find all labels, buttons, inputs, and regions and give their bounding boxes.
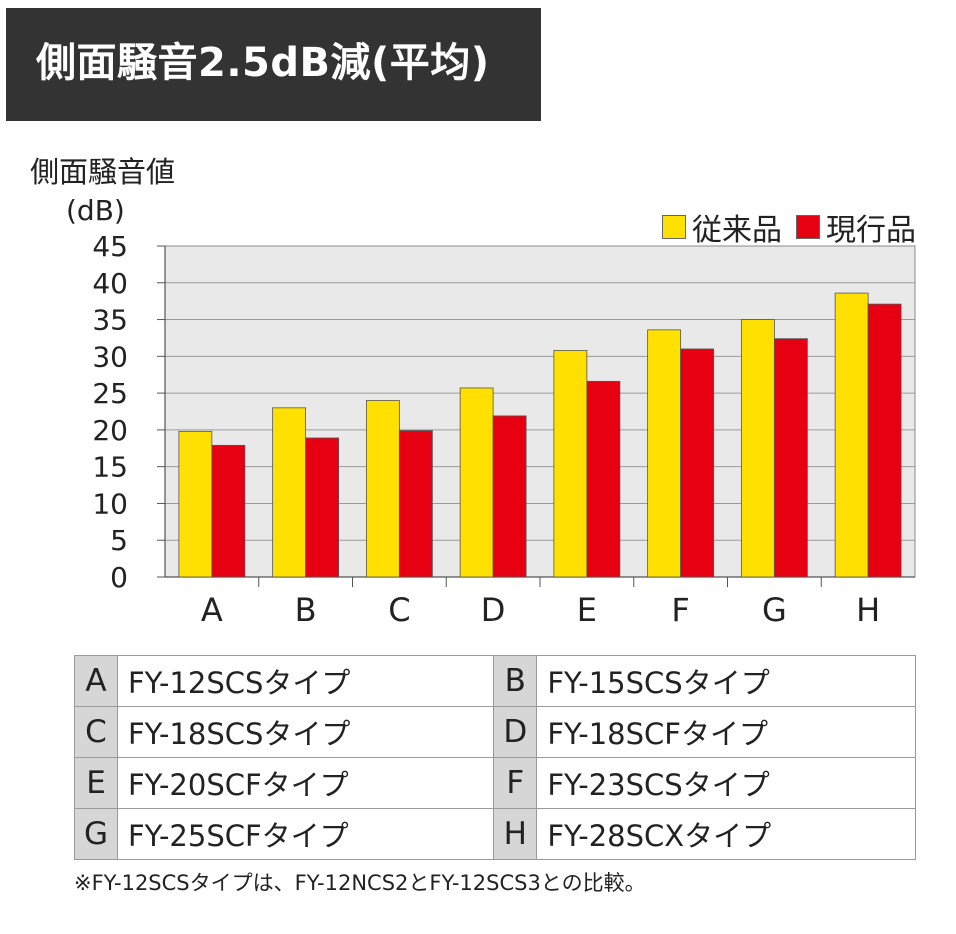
y-axis-label: 側面騒音値 — [30, 155, 176, 189]
model-code: G — [74, 808, 118, 860]
model-code: F — [493, 757, 538, 809]
x-tick-label: H — [856, 591, 880, 629]
bar-conventional-A — [178, 430, 213, 578]
bar-conventional-F — [647, 329, 682, 578]
model-name: FY-15SCSタイプ — [536, 655, 916, 707]
x-tick-label: F — [671, 591, 689, 629]
bar-current-E — [586, 380, 621, 578]
model-name: FY-20SCFタイプ — [116, 757, 495, 809]
footnote: ※FY-12SCSタイプは、FY-12NCS2とFY-12SCS3との比較。 — [74, 871, 646, 895]
x-tick-label: A — [201, 591, 223, 629]
model-name: FY-12SCSタイプ — [116, 655, 495, 707]
bar-current-B — [305, 437, 340, 578]
bar-current-D — [492, 415, 527, 578]
model-name: FY-28SCXタイプ — [536, 808, 916, 860]
x-tick-label: B — [295, 591, 317, 629]
table-row: C FY-18SCSタイプ D FY-18SCFタイプ — [74, 706, 916, 758]
model-code: D — [493, 706, 538, 758]
chart-title: 側面騒音2.5dB減(平均) — [36, 40, 490, 86]
y-tick-label: 20 — [92, 414, 128, 447]
x-tick-label: D — [481, 591, 506, 629]
table-row: E FY-20SCFタイプ F FY-23SCSタイプ — [74, 757, 916, 809]
model-table: A FY-12SCSタイプ B FY-15SCSタイプ C FY-18SCSタイプ D FY-… — [74, 655, 916, 860]
x-tick-label: G — [762, 591, 787, 629]
bar-conventional-G — [740, 319, 775, 578]
x-tick-label: C — [388, 591, 410, 629]
bar-current-F — [680, 348, 715, 578]
legend-swatch-current — [796, 215, 820, 239]
bar-conventional-C — [365, 400, 400, 578]
table-row: A FY-12SCSタイプ B FY-15SCSタイプ — [74, 655, 916, 707]
bar-conventional-B — [272, 407, 307, 578]
y-tick-label: 40 — [92, 267, 128, 300]
model-code: B — [493, 655, 538, 707]
legend-item-current: 現行品 — [796, 205, 916, 249]
model-code: C — [74, 706, 118, 758]
bar-current-H — [867, 303, 902, 578]
bar-current-A — [211, 444, 246, 578]
y-tick-label: 25 — [92, 377, 128, 410]
y-tick-label: 35 — [92, 304, 128, 337]
y-tick-label: 10 — [92, 487, 128, 520]
model-name: FY-18SCSタイプ — [116, 706, 495, 758]
model-code: H — [493, 808, 538, 860]
x-tick-label: E — [577, 591, 597, 629]
model-name: FY-25SCFタイプ — [116, 808, 495, 860]
y-tick-label: 5 — [110, 524, 128, 557]
y-tick-label: 30 — [92, 340, 128, 373]
bar-conventional-D — [459, 387, 494, 578]
y-tick-label: 0 — [110, 561, 128, 594]
model-code: A — [74, 655, 118, 707]
title-banner: 側面騒音2.5dB減(平均) — [6, 8, 541, 121]
y-tick-label: 45 — [92, 230, 128, 263]
y-tick-label: 15 — [92, 451, 128, 484]
legend-item-conventional: 従来品 — [662, 205, 782, 249]
legend-label-current: 現行品 — [826, 213, 916, 248]
legend: 従来品 現行品 — [648, 205, 916, 249]
legend-label-conventional: 従来品 — [692, 213, 782, 248]
bar-conventional-H — [834, 292, 869, 578]
bar-current-G — [773, 338, 808, 578]
table-row: G FY-25SCFタイプ H FY-28SCXタイプ — [74, 808, 916, 860]
y-axis-unit: (dB) — [66, 194, 125, 227]
bar-conventional-E — [553, 350, 588, 578]
legend-swatch-conventional — [662, 215, 686, 239]
model-code: E — [74, 757, 118, 809]
model-name: FY-23SCSタイプ — [536, 757, 916, 809]
model-name: FY-18SCFタイプ — [536, 706, 916, 758]
bar-current-C — [398, 430, 433, 578]
